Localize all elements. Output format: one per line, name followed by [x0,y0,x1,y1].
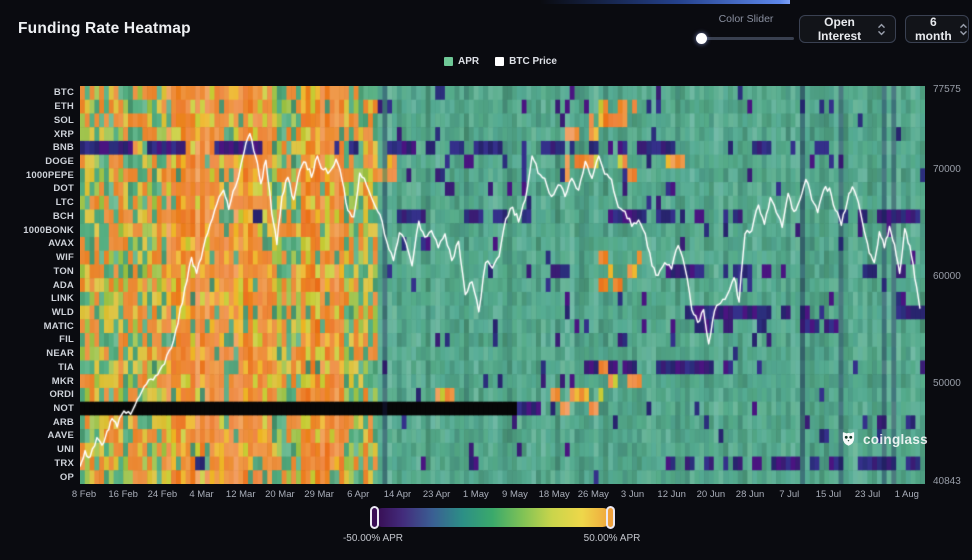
updown-chevron-icon [959,23,967,35]
y-axis-label: FIL [59,334,74,346]
y-axis-label: AAVE [47,430,74,442]
y-axis-label: OP [59,471,74,483]
y-axis-label: WIF [55,252,74,264]
x-axis-label: 6 Apr [347,489,370,500]
x-axis-label: 24 Feb [147,489,178,500]
colorbar-min-label: -50.00% APR [342,533,404,544]
y-axis-label: TRX [54,457,74,469]
price-axis-label: 40843 [933,475,961,487]
colorbar-min-handle[interactable] [370,506,379,529]
coinglass-owl-icon [842,432,855,446]
y-axis-label: DOT [53,183,74,195]
color-slider-thumb[interactable] [696,33,707,44]
x-axis-label: 4 Mar [189,489,214,500]
x-axis-label: 23 Apr [422,489,451,500]
y-axis-label: ETH [54,101,74,113]
y-axis-label: XRP [53,128,74,140]
y-axis-label: DOGE [45,155,74,167]
y-axis-label: AVAX [48,238,74,250]
legend-item-btc-price[interactable]: BTC Price [495,56,557,67]
y-axis-label: LTC [55,197,74,209]
y-axis-label: SOL [53,114,74,126]
price-axis-label: 50000 [933,377,961,389]
y-axis-label: BNB [52,142,74,154]
y-axis-label: MKR [51,375,74,387]
y-axis-label: TON [53,265,74,277]
y-axis-label: 1000BONK [23,224,74,236]
x-axis-label: 8 Feb [71,489,97,500]
coinglass-watermark-text: coinglass [863,431,928,447]
y-axis-label: ADA [52,279,74,291]
y-axis-label: 1000PEPE [25,169,74,181]
x-axis-label: 28 Jun [735,489,765,500]
metric-select-button[interactable]: Open Interest [799,15,896,43]
legend-btc-price-label: BTC Price [509,56,557,67]
x-axis-label: 20 Mar [265,489,295,500]
x-axis-label: 12 Jun [657,489,686,500]
price-axis-label: 60000 [933,271,961,283]
legend-apr-label: APR [458,56,480,67]
colorbar-max-handle[interactable] [606,506,615,529]
color-slider-label: Color Slider [718,13,774,25]
btc-price-swatch-icon [495,57,505,66]
x-axis-label: 1 Aug [894,489,919,500]
y-axis-label: NOT [53,403,74,415]
x-axis-label: 12 Mar [225,489,256,500]
x-axis-label: 16 Feb [108,489,138,500]
x-axis-label: 3 Jun [620,489,645,500]
colorbar-gradient[interactable] [370,506,615,529]
price-axis-label: 77575 [933,83,961,95]
coinglass-watermark: coinglass [840,431,928,447]
y-axis-label: NEAR [46,348,74,360]
colorbar-max-label: 50.00% APR [583,533,641,544]
y-axis-label: ORDI [49,389,74,401]
apr-swatch-icon [444,57,453,66]
y-axis-label: TIA [58,361,74,373]
timeframe-select-button[interactable]: 6 month [905,15,969,43]
x-axis-label: 29 Mar [304,489,334,500]
y-axis-label: BCH [52,210,74,222]
page-title: Funding Rate Heatmap [18,20,191,37]
x-axis-label: 15 Jul [815,489,842,500]
x-axis-label: 7 Jul [779,489,800,500]
x-axis-label: 23 Jul [854,489,881,500]
x-axis-label: 18 May [538,489,570,500]
chart-legend: APR BTC Price [444,56,557,67]
top-progress-bar [540,0,790,4]
legend-item-apr[interactable]: APR [444,56,479,67]
x-axis-label: 1 May [462,489,489,500]
y-axis-label: BTC [53,87,74,99]
color-slider-group: Color Slider [696,13,794,44]
y-axis-label: MATIC [43,320,74,332]
updown-chevron-icon [878,23,885,35]
x-axis-label: 14 Apr [383,489,412,500]
y-axis-label: WLD [51,306,74,318]
y-axis-label: UNI [57,444,74,456]
x-axis-label: 20 Jun [696,489,726,500]
x-axis-label: 9 May [502,489,528,500]
x-axis-label: 26 May [577,489,609,500]
color-slider-track[interactable] [696,33,794,44]
y-axis-label: ARB [52,416,74,428]
heatmap-canvas[interactable] [80,86,925,484]
price-axis-label: 70000 [933,164,961,176]
y-axis-label: LINK [51,293,74,305]
metric-select-value: Open Interest [817,15,862,43]
timeframe-select-value: 6 month [915,15,952,43]
